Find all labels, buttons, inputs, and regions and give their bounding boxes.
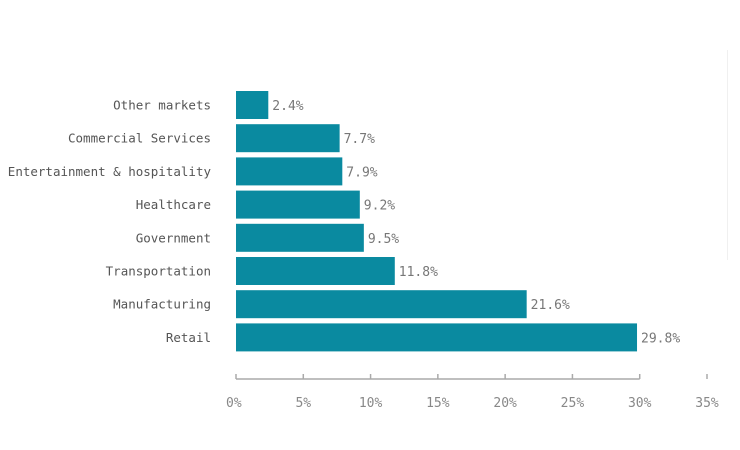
category-label: Retail xyxy=(166,330,211,345)
bar xyxy=(236,223,364,252)
bar-row: Healthcare 9.2% xyxy=(136,190,395,219)
bar-row: Entertainment & hospitality 7.9% xyxy=(8,157,378,186)
value-label: 7.9% xyxy=(346,165,377,180)
x-tick-label: 30% xyxy=(628,396,652,411)
category-label: Entertainment & hospitality xyxy=(8,164,212,179)
value-label: 7.7% xyxy=(344,132,375,147)
bar xyxy=(236,323,638,352)
bar xyxy=(236,290,527,319)
value-label: 29.8% xyxy=(641,331,680,346)
value-label: 21.6% xyxy=(531,298,570,313)
x-axis: 0% 5% 10% 15% 20% 25% 30% 35% xyxy=(226,374,719,411)
category-label: Other markets xyxy=(113,98,211,113)
x-tick-label: 20% xyxy=(493,396,517,411)
x-tick-label: 35% xyxy=(695,396,719,411)
value-label: 9.5% xyxy=(368,232,399,247)
value-label: 11.8% xyxy=(399,265,438,280)
bar-row: Retail 29.8% xyxy=(166,323,680,352)
bar-row: Manufacturing 21.6% xyxy=(113,290,570,319)
x-tick-label: 25% xyxy=(561,396,585,411)
bar-row: Government 9.5% xyxy=(136,223,399,252)
bar xyxy=(236,91,269,119)
category-label: Transportation xyxy=(106,264,211,279)
category-label: Commercial Services xyxy=(68,131,211,146)
value-label: 2.4% xyxy=(272,99,303,114)
x-tick-label: 15% xyxy=(426,396,450,411)
bar xyxy=(236,124,340,153)
x-tick-label: 5% xyxy=(295,396,311,411)
value-label: 9.2% xyxy=(364,199,395,214)
bar xyxy=(236,190,360,219)
category-label: Healthcare xyxy=(136,197,211,212)
bar xyxy=(236,157,343,186)
bar-row: Other markets 2.4% xyxy=(113,91,304,119)
right-edge-divider xyxy=(727,50,728,260)
category-label: Manufacturing xyxy=(113,297,211,312)
x-tick-label: 10% xyxy=(359,396,383,411)
bar xyxy=(236,257,395,285)
x-tick-label: 0% xyxy=(226,396,242,411)
bars-group: Other markets 2.4% Commercial Services 7.7%… xyxy=(8,91,680,352)
bar-row: Transportation 11.8% xyxy=(106,257,438,285)
bar-row: Commercial Services 7.7% xyxy=(68,124,375,153)
category-label: Government xyxy=(136,230,211,245)
